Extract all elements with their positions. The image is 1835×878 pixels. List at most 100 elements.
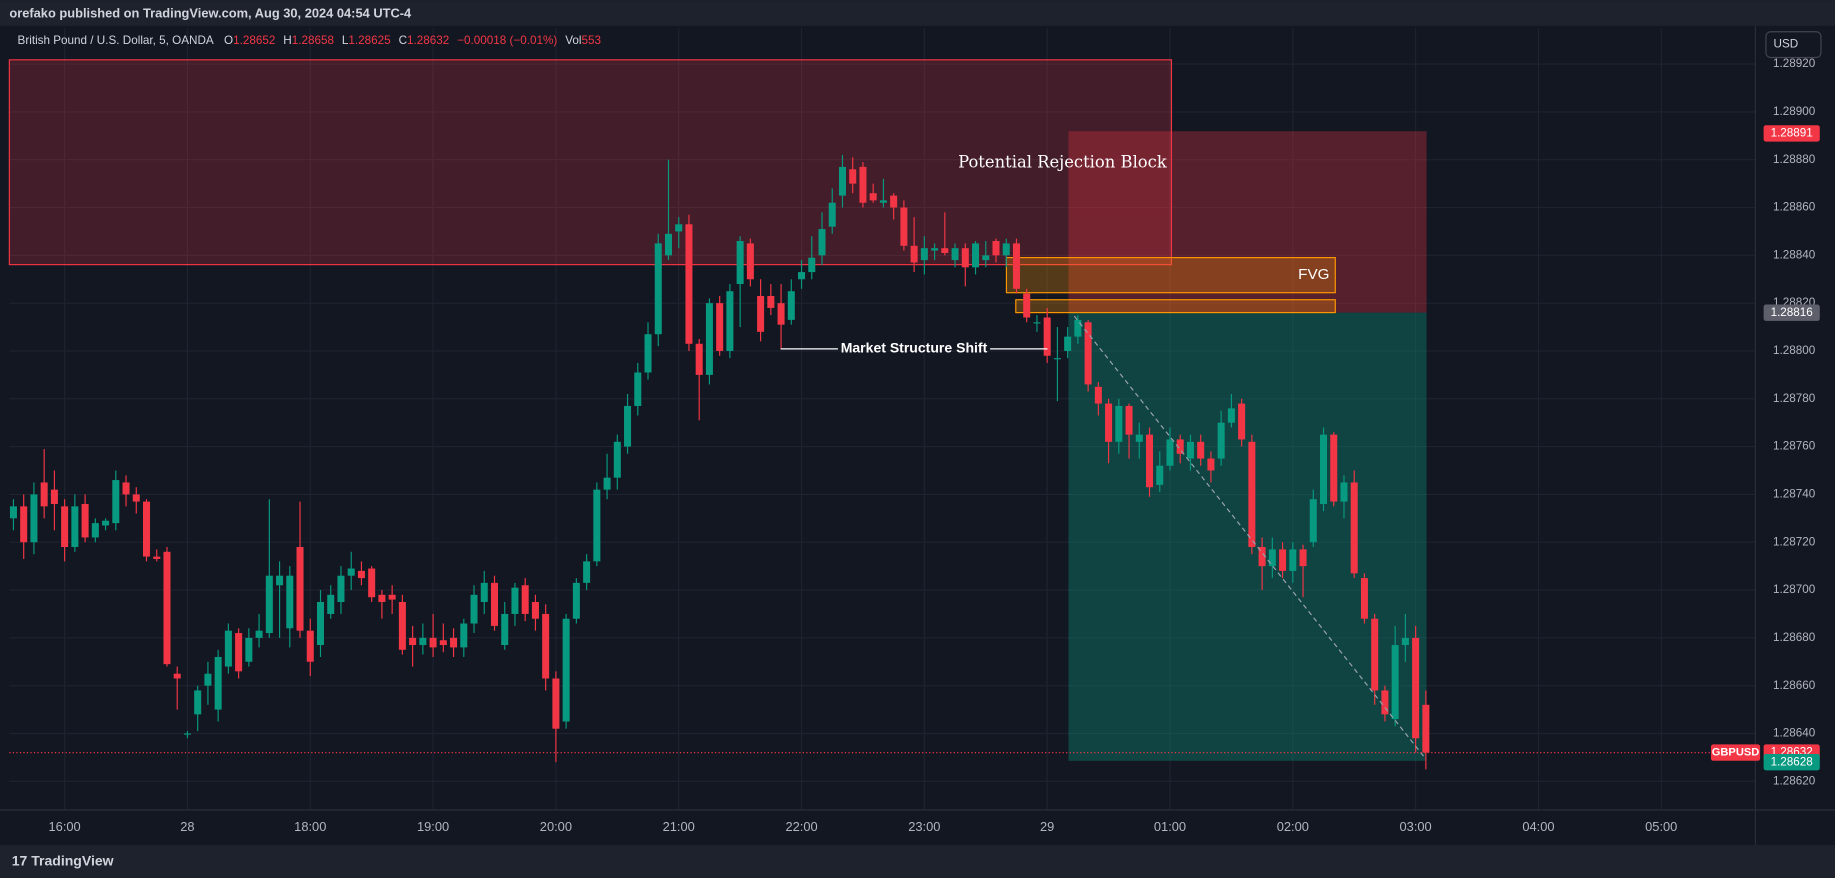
- candle-body: [214, 656, 222, 710]
- candle-body: [746, 243, 754, 280]
- x-tick-label: 28: [180, 819, 194, 834]
- candle-body: [1105, 403, 1113, 442]
- price-label: [1763, 753, 1820, 771]
- candle-body: [849, 169, 857, 184]
- candle-body: [501, 613, 509, 646]
- annotation: Market Structure Shift: [841, 340, 988, 356]
- legend-value: 553: [581, 34, 601, 47]
- candle-body: [521, 585, 529, 614]
- legend-label: C: [399, 34, 407, 47]
- bottom-bar: [0, 845, 1835, 878]
- candle-body: [327, 594, 335, 614]
- candle-body: [316, 601, 325, 646]
- candle-body: [603, 477, 611, 490]
- candle-body: [1186, 441, 1194, 459]
- candle-body: [1258, 547, 1266, 567]
- candle-body: [931, 248, 939, 251]
- candle-body: [1146, 434, 1154, 488]
- x-tick-label: 20:00: [540, 819, 572, 834]
- candle-body: [1360, 578, 1368, 619]
- currency[interactable]: USD: [1774, 38, 1799, 51]
- y-tick-label: 1.28720: [1773, 535, 1816, 548]
- price-label: [1763, 125, 1820, 142]
- annotation: Potential Rejection Block: [958, 152, 1168, 171]
- legend: British Pound / U.S. Dollar, 5, OANDA O1…: [18, 34, 601, 47]
- x-tick-label: 29: [1040, 819, 1054, 834]
- candle-body: [20, 506, 28, 543]
- candle-body: [224, 630, 232, 667]
- target-zone: [1068, 312, 1427, 761]
- candle-body: [859, 166, 867, 203]
- candle-body: [1094, 386, 1102, 404]
- candle-body: [1279, 549, 1287, 571]
- symbol: British Pound / U.S. Dollar, 5, OANDA: [18, 34, 214, 47]
- y-tick-label: 1.28700: [1773, 583, 1816, 596]
- candle-body: [798, 272, 806, 280]
- candle-body: [890, 195, 898, 208]
- candle-body: [204, 673, 212, 686]
- price-label-text: 1.28628: [1771, 755, 1813, 768]
- annotation: FVG: [1298, 266, 1329, 283]
- candle-body: [91, 523, 99, 538]
- legend-label: L: [342, 34, 349, 47]
- candle-body: [920, 248, 928, 261]
- candle-body: [511, 587, 519, 614]
- symbol-tag-label: GBPUSD: [1712, 747, 1760, 759]
- candle-body: [306, 630, 314, 662]
- candle-body: [398, 601, 406, 650]
- candle-body: [173, 673, 181, 679]
- candle-body: [61, 506, 69, 548]
- y-tick-label: 1.28900: [1773, 105, 1816, 118]
- candle-body: [1176, 439, 1184, 454]
- legend-value: 1.28632: [407, 34, 449, 47]
- y-tick-label: 1.28860: [1773, 201, 1816, 214]
- candle-body: [1135, 434, 1143, 442]
- candle-body: [675, 224, 683, 232]
- candle-body: [542, 613, 550, 679]
- candle-body: [879, 200, 887, 203]
- candle-body: [1412, 637, 1420, 739]
- candle-body: [910, 245, 918, 263]
- candle-body: [757, 295, 765, 332]
- candle-body: [1207, 458, 1215, 471]
- candle-body: [1217, 422, 1225, 459]
- candle-body: [409, 637, 417, 646]
- candle-body: [1023, 293, 1031, 318]
- candle-body: [767, 295, 775, 308]
- legend-label: Vol: [565, 34, 581, 47]
- candle-body: [982, 255, 990, 261]
- candle-body: [869, 193, 877, 201]
- y-tick-label: 1.28640: [1773, 727, 1816, 740]
- x-tick-label: 02:00: [1277, 819, 1309, 834]
- symbol-tag: [1710, 744, 1761, 761]
- y-tick-label: 1.28800: [1773, 344, 1816, 357]
- candle-body: [941, 248, 949, 253]
- axes: 1.28620 1.28640 1.28660 1.28680 1.28700 1.287…: [9, 57, 1820, 834]
- candle-body: [450, 637, 458, 648]
- legend-value: 1.28658: [292, 34, 334, 47]
- y-tick-label: 1.28840: [1773, 248, 1816, 261]
- candle-body: [583, 561, 591, 583]
- grid: [9, 28, 1756, 810]
- candle-body: [1248, 441, 1256, 548]
- candle-body: [972, 243, 980, 268]
- candle-body: [378, 594, 386, 602]
- legend-change: −0.00018 (−0.01%): [457, 34, 557, 47]
- candle-body: [664, 233, 672, 256]
- candle-body: [265, 575, 273, 634]
- currency-button[interactable]: [1765, 31, 1822, 59]
- candle-body: [163, 551, 171, 665]
- x-tick-label: 23:00: [908, 819, 940, 834]
- candle-body: [1381, 690, 1389, 715]
- candle-body: [695, 343, 703, 375]
- x-tick-label: 19:00: [417, 819, 449, 834]
- legend-value: 1.28625: [348, 34, 391, 47]
- x-tick-label: 22:00: [785, 819, 817, 834]
- x-tick-label: 16:00: [49, 819, 81, 834]
- candle-body: [40, 482, 48, 507]
- legend-value: 1.28652: [233, 34, 275, 47]
- candle-body: [50, 489, 58, 504]
- candle-body: [276, 575, 284, 586]
- candle-body: [736, 241, 744, 285]
